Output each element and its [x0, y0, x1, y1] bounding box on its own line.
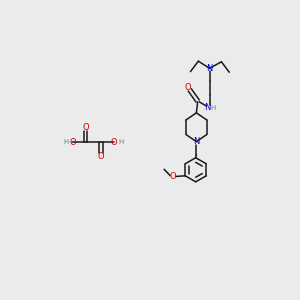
Text: O: O	[70, 138, 76, 147]
Text: O: O	[110, 138, 117, 147]
Text: O: O	[98, 152, 104, 161]
Text: N: N	[193, 137, 200, 146]
Text: O: O	[82, 123, 89, 132]
Text: H: H	[118, 139, 123, 145]
Text: N: N	[204, 103, 210, 112]
Text: O: O	[184, 83, 191, 92]
Text: N: N	[206, 64, 213, 73]
Text: H: H	[63, 139, 68, 145]
Text: H: H	[211, 105, 216, 111]
Text: O: O	[169, 172, 176, 181]
